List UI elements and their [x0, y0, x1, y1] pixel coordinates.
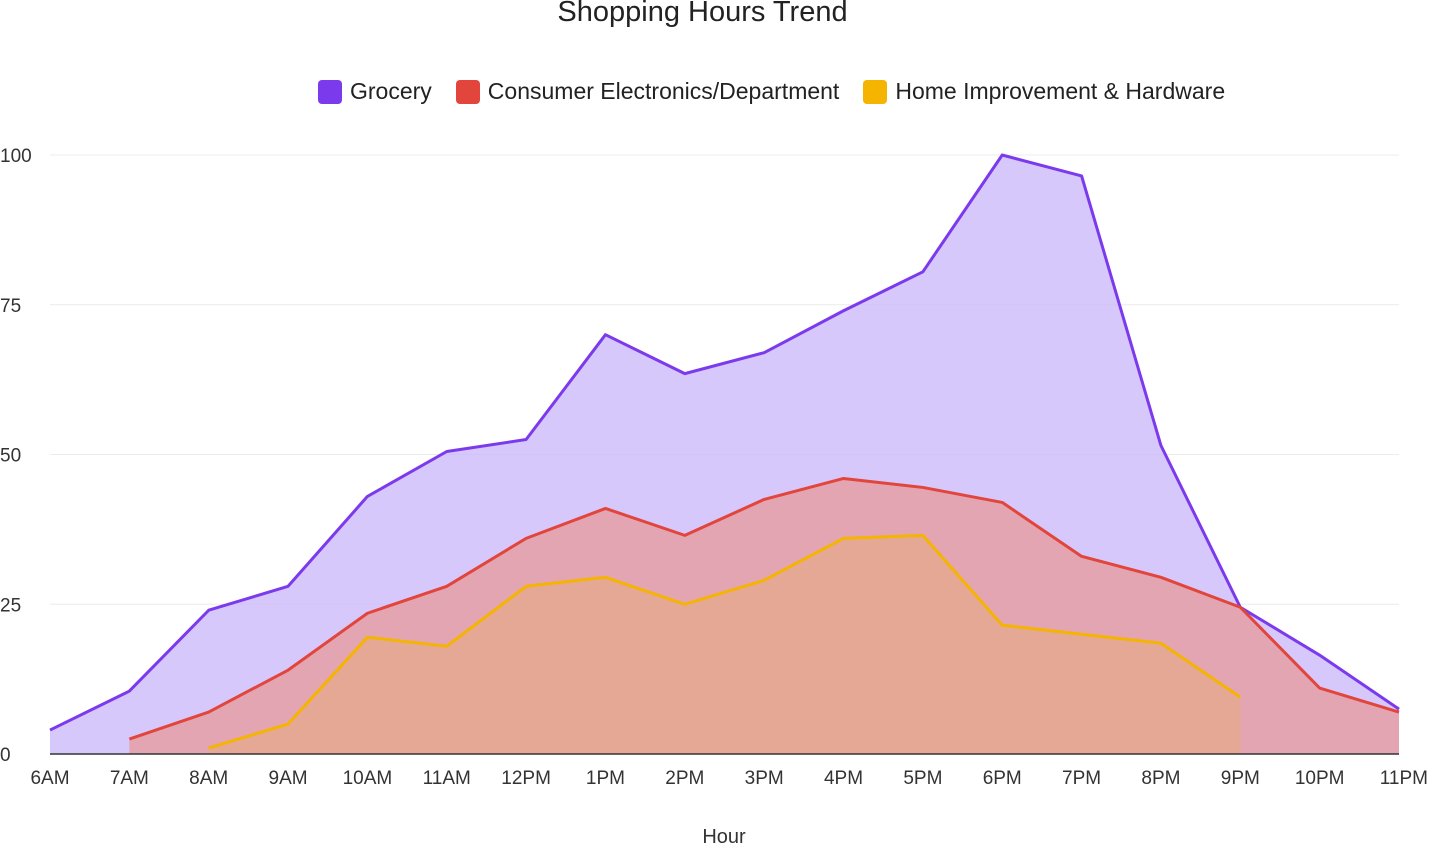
x-axis-label: Hour: [702, 826, 746, 848]
x-tick-label: 11AM: [423, 768, 471, 789]
x-tick-label: 7AM: [110, 768, 149, 789]
x-tick-label: 9AM: [269, 768, 308, 789]
legend-label-grocery: Grocery: [350, 78, 432, 104]
area-home-improvement-hardware: [208, 535, 1241, 754]
x-tick-label: 4PM: [824, 768, 863, 789]
x-tick-label: 6AM: [30, 768, 69, 789]
legend-swatch-grocery: [318, 79, 342, 104]
x-tick-label: 5PM: [903, 768, 942, 789]
y-tick-label: 0: [0, 745, 11, 766]
chart-title: Shopping Hours Trend: [557, 0, 848, 28]
x-tick-label: 8AM: [189, 768, 228, 789]
x-tick-label: 2PM: [665, 768, 704, 789]
line-consumer-electronics-department: [128, 476, 1400, 741]
legend-swatch-home-improvement: [863, 79, 888, 104]
y-tick-label: 50: [0, 446, 21, 467]
x-tick-label: 9PM: [1221, 768, 1260, 789]
x-tick-label: 8PM: [1141, 768, 1180, 789]
x-tick-label: 10PM: [1295, 768, 1345, 789]
legend-swatch-consumer-electronics: [455, 79, 480, 104]
y-tick-label: 25: [0, 595, 21, 616]
x-tick-label: 7PM: [1062, 768, 1101, 789]
x-tick-label: 10AM: [343, 768, 393, 789]
y-tick-label: 100: [0, 146, 32, 167]
line-home-improvement-hardware: [208, 533, 1242, 750]
x-tick-label: 1PM: [586, 768, 625, 789]
legend-item-consumer-electronics[interactable]: Consumer Electronics/Department: [455, 78, 840, 105]
line-grocery: [49, 153, 1400, 732]
x-tick-label: 11PM: [1380, 768, 1428, 789]
legend: Grocery Consumer Electronics/Department …: [318, 78, 1249, 105]
x-tick-label: 6PM: [983, 768, 1022, 789]
y-tick-label: 75: [0, 296, 21, 317]
legend-item-grocery[interactable]: Grocery: [318, 78, 432, 105]
legend-label-home-improvement: Home Improvement & Hardware: [895, 78, 1226, 104]
legend-label-consumer-electronics: Consumer Electronics/Department: [487, 78, 840, 104]
x-tick-label: 12PM: [501, 768, 551, 789]
x-tick-label: 3PM: [745, 768, 784, 789]
legend-item-home-improvement[interactable]: Home Improvement & Hardware: [863, 78, 1225, 105]
